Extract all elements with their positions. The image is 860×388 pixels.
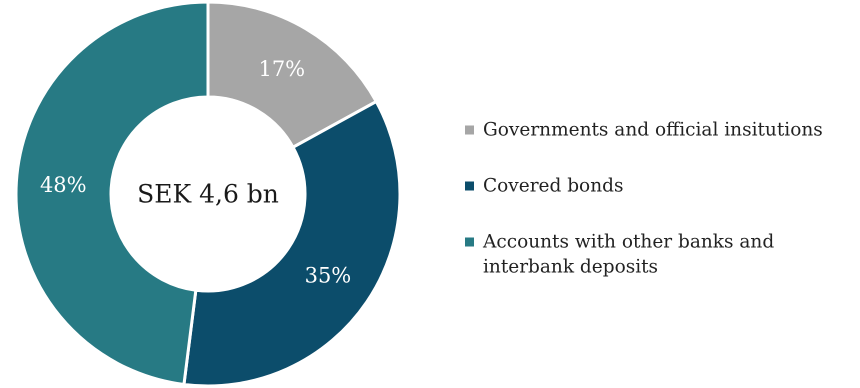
chart-legend: Governments and official insitutions Cove…: [465, 120, 823, 278]
slice-value-labels: 17% 35% 48%: [40, 57, 351, 287]
slice-value-label: 17%: [258, 57, 305, 81]
slice-value-label: 48%: [40, 173, 87, 197]
legend-item: Covered bonds: [465, 176, 623, 197]
legend-label: Covered bonds: [483, 176, 623, 197]
legend-label: Governments and official insitutions: [483, 120, 823, 141]
legend-label: interbank deposits: [483, 257, 658, 278]
legend-swatch: [465, 181, 474, 191]
donut-slice: [206, 0, 379, 150]
donut-center-label: SEK 4,6 bn: [137, 180, 279, 209]
legend-swatch: [465, 237, 474, 247]
legend-item: Accounts with other banks and interbank d…: [465, 232, 774, 278]
slice-value-label: 35%: [305, 264, 352, 288]
donut-slice: [14, 0, 210, 387]
donut-slice: [182, 99, 402, 388]
donut-slices: [14, 0, 402, 388]
legend-label: Accounts with other banks and: [482, 232, 774, 253]
legend-item: Governments and official insitutions: [465, 120, 823, 141]
legend-swatch: [465, 125, 474, 135]
